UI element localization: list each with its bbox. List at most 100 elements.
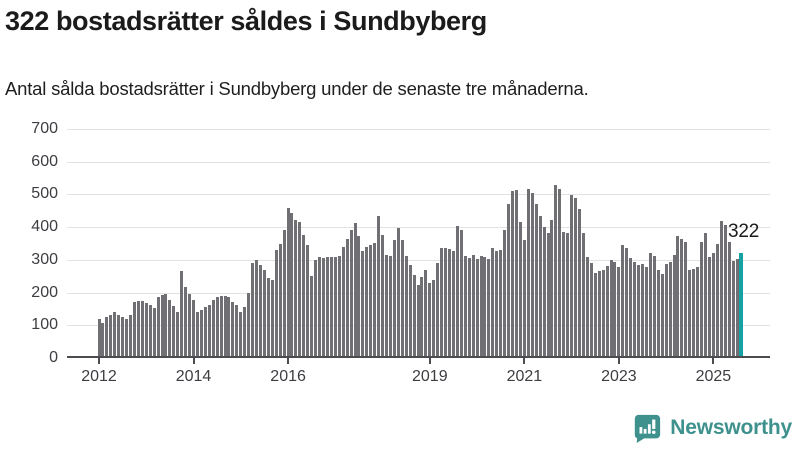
bar [333,256,337,356]
bar [310,276,314,356]
bar [641,263,645,356]
bar [318,256,322,356]
bar [278,244,282,356]
bar [495,251,499,356]
bar [231,302,235,356]
bar [408,265,412,356]
bar [392,239,396,356]
bar [648,253,652,356]
bar [574,198,578,356]
bar [322,258,325,356]
bar [388,256,392,356]
bar [341,246,345,356]
brand-name: Newsworthy [670,416,792,439]
bar [546,233,550,356]
y-axis-label: 300 [31,250,58,268]
bar [459,230,463,356]
bar [515,189,518,356]
bar [148,305,152,356]
bar [664,263,668,356]
gridline [67,227,770,229]
bar [164,294,168,356]
bar [270,279,274,356]
bar [688,270,692,356]
bar [700,241,704,356]
y-axis-label: 0 [49,349,58,366]
bar [420,276,424,356]
footer-brand[interactable]: Newsworthy [632,413,792,443]
bar [329,257,333,356]
bar [176,311,180,356]
bar [727,241,731,356]
bar [105,317,109,356]
bar [581,232,585,356]
bar [613,261,617,356]
bar [597,271,601,356]
bar [633,261,637,356]
bar [680,239,684,356]
bar [381,235,385,356]
bar [625,247,629,356]
x-axis-label: 2025 [695,368,732,385]
highlighted-bar [739,252,743,356]
bar [518,221,522,356]
bar [660,273,664,356]
bar [566,232,570,356]
x-axis-label: 2014 [175,368,212,385]
bar [266,277,270,356]
bar [562,232,566,356]
bar [676,236,680,356]
bar [503,230,507,356]
y-axis-label: 700 [31,120,58,137]
bar [337,255,341,356]
bar [298,222,302,356]
bar [715,243,719,356]
bar [412,274,416,356]
bar [113,312,117,356]
bar [467,257,471,356]
bar [109,314,113,356]
bar [258,264,262,356]
y-axis-label: 400 [31,218,58,236]
y-axis-label: 600 [31,152,58,170]
bar [444,248,448,356]
y-axis-label: 100 [31,316,58,334]
bar [585,256,589,356]
bar [491,248,495,356]
bar [507,204,511,356]
bar [629,258,633,356]
x-axis-tick [192,358,195,364]
bar [656,270,660,356]
bar [558,189,562,356]
chart-subtitle: Antal sålda bostadsrätter i Sundbyberg u… [5,78,589,99]
gridline [67,259,770,261]
value-annotation: 322 [727,221,760,242]
bar [302,235,306,356]
bar [251,263,255,356]
bar [499,250,503,356]
bar [542,226,546,356]
bar [136,300,140,357]
bar [400,239,404,356]
bar [692,269,696,356]
bar [160,295,164,356]
bar [132,301,136,356]
bar [550,219,554,356]
bar [440,248,444,356]
bar [294,219,298,356]
bar [373,243,377,356]
bar [530,192,534,356]
bar [463,256,467,356]
bar [274,250,278,356]
bar [325,256,329,356]
bar [404,256,408,356]
bar [306,245,310,356]
bar [617,266,621,356]
bar [672,254,676,356]
bar [644,266,648,356]
bar [731,260,735,356]
bar [593,273,597,356]
bar [227,296,231,356]
bar [609,259,613,356]
